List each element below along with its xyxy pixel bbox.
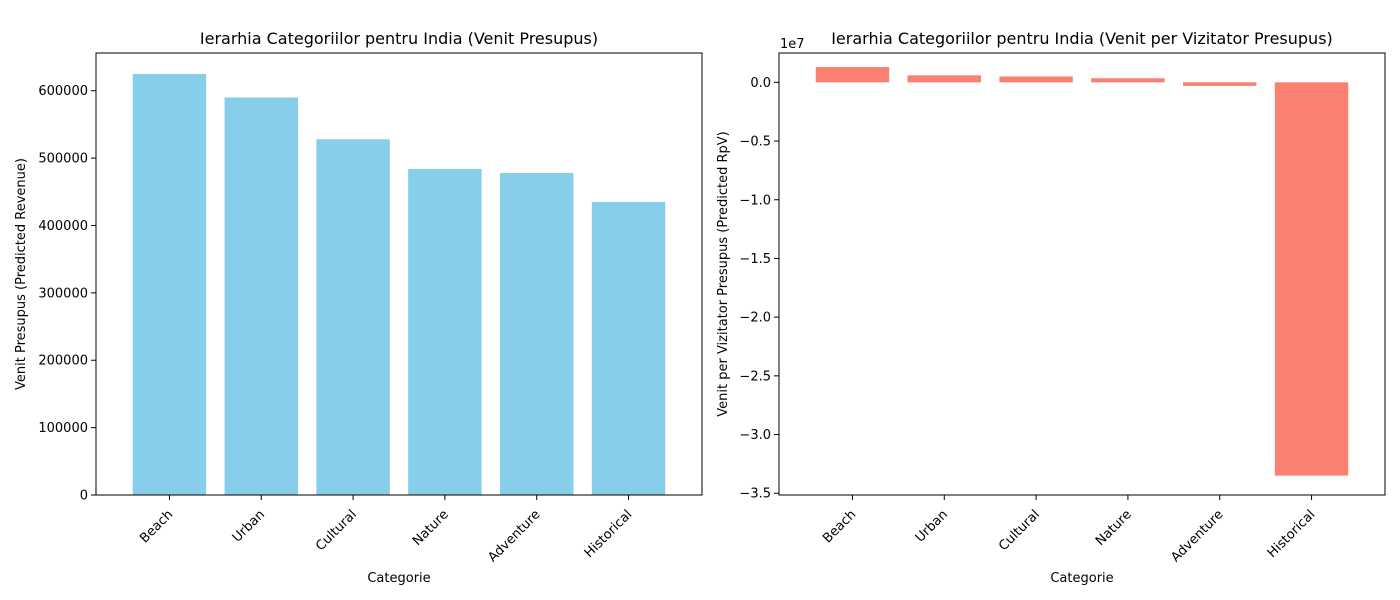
bar-historical: [591, 201, 666, 495]
revenue-chart-bars: [132, 73, 666, 496]
rpv-chart-bars: [815, 67, 1349, 476]
bar-adventure: [500, 172, 574, 495]
y-tick-label: −3.0: [739, 428, 771, 443]
y-tick-label: 0.0: [750, 76, 771, 91]
y-tick-label: −1.5: [739, 252, 771, 267]
revenue-chart-plot-frame: [95, 52, 703, 496]
revenue-chart: Ierarhia Categoriilor pentru India (Veni…: [14, 29, 703, 586]
y-tick-label: 400000: [38, 219, 88, 234]
y-tick-label: 0: [80, 489, 88, 504]
bar-beach: [132, 73, 207, 495]
y-tick-label: 300000: [38, 286, 88, 301]
rpv-chart-title: Ierarhia Categoriilor pentru India (Veni…: [831, 29, 1333, 48]
revenue-chart-y-ticks: 0 100000 200000 300000 400000 500000 600000: [38, 84, 96, 504]
y-tick-label: 600000: [38, 84, 88, 99]
revenue-chart-xlabel: Categorie: [367, 571, 430, 586]
rpv-chart-ylabel: Venit per Vizitator Presupus (Predicted …: [716, 131, 731, 417]
bar-adventure: [1183, 82, 1257, 86]
rpv-chart-plot-frame: [778, 52, 1386, 496]
y-tick-label: 200000: [38, 354, 88, 369]
y-tick-label: 500000: [38, 152, 88, 167]
y-tick-label: −1.0: [739, 193, 771, 208]
bar-cultural: [999, 76, 1073, 83]
rpv-chart-y-ticks: 0.0 −0.5 −1.0 −1.5 −2.0 −2.5 −3.0 −3.5: [739, 76, 779, 502]
bar-historical: [1274, 82, 1349, 476]
bar-urban: [224, 97, 298, 495]
bar-cultural: [316, 139, 390, 496]
y-tick-label: −2.0: [739, 311, 771, 326]
bar-nature: [408, 168, 482, 495]
y-tick-label: 100000: [38, 421, 88, 436]
revenue-chart-title: Ierarhia Categoriilor pentru India (Veni…: [200, 29, 598, 48]
y-tick-label: −2.5: [739, 369, 771, 384]
rpv-chart-xlabel: Categorie: [1050, 571, 1113, 586]
revenue-chart-ylabel: Venit Presupus (Predicted Revenue): [14, 158, 29, 390]
bar-beach: [815, 67, 890, 83]
bar-urban: [907, 75, 981, 83]
y-tick-label: −3.5: [739, 487, 771, 502]
rpv-chart-offset-label: 1e7: [780, 37, 805, 52]
bar-nature: [1091, 78, 1165, 83]
y-tick-label: −0.5: [739, 135, 771, 150]
